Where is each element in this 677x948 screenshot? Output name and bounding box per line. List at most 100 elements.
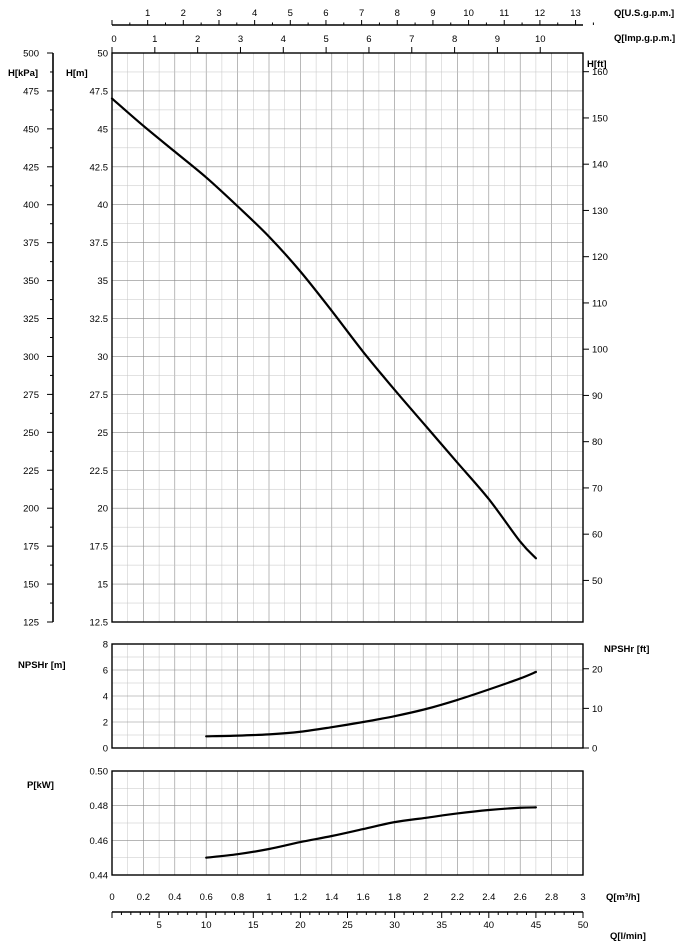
tick-label-npshr-m: 6: [103, 666, 108, 677]
tick-label-h-kpa: 400: [23, 200, 39, 211]
tick-label-usgpm: 12: [535, 8, 546, 19]
power-curve: [205, 806, 537, 859]
tick-label-npshr-ft: 10: [592, 704, 603, 715]
tick-label-h-ft: 60: [592, 530, 603, 541]
q-m3h-axis-label: Q[m³/h]: [606, 892, 640, 903]
tick-label-h-ft: 160: [592, 67, 608, 78]
tick-label-lmin: 35: [436, 920, 447, 931]
tick-label-impgpm: 0: [111, 34, 116, 45]
tick-label-usgpm: 2: [181, 8, 186, 19]
tick-label-impgpm: 2: [195, 34, 200, 45]
tick-label-usgpm: 5: [288, 8, 293, 19]
tick-label-m3h: 2.8: [545, 892, 558, 903]
tick-label-m3h: 0.8: [231, 892, 244, 903]
h-kpa-axis-label: H[kPa]: [8, 68, 38, 79]
h-m-axis-label: H[m]: [66, 68, 88, 79]
tick-label-h-kpa: 375: [23, 238, 39, 249]
tick-label-h-m: 32.5: [90, 314, 109, 325]
tick-label-impgpm: 8: [452, 34, 457, 45]
tick-label-h-ft: 50: [592, 576, 603, 587]
tick-label-h-kpa: 225: [23, 466, 39, 477]
tick-label-m3h: 0: [109, 892, 114, 903]
plot-frame: [111, 643, 584, 749]
tick-label-h-m: 12.5: [90, 618, 109, 629]
tick-label-usgpm: 7: [359, 8, 364, 19]
h-ft-axis-label: H[ft]: [587, 59, 607, 70]
q-impgpm-axis-label: Q[Imp.g.p.m.]: [614, 33, 675, 44]
tick-label-lmin: 30: [389, 920, 400, 931]
tick-label-lmin: 5: [156, 920, 161, 931]
npshr-m-axis-label: NPSHr [m]: [18, 660, 66, 671]
tick-label-h-kpa: 125: [23, 618, 39, 629]
tick-label-lmin: 15: [248, 920, 259, 931]
tick-label-h-m: 42.5: [90, 162, 109, 173]
tick-label-h-kpa: 300: [23, 352, 39, 363]
tick-label-h-kpa: 275: [23, 390, 39, 401]
tick-label-h-kpa: 475: [23, 86, 39, 97]
tick-label-impgpm: 10: [535, 34, 546, 45]
tick-label-h-m: 45: [97, 124, 108, 135]
tick-label-h-m: 17.5: [90, 542, 109, 553]
tick-label-h-m: 50: [97, 49, 108, 60]
tick-label-m3h: 1.6: [357, 892, 370, 903]
tick-label-npshr-ft: 20: [592, 664, 603, 675]
tick-label-h-kpa: 500: [23, 49, 39, 60]
tick-label-h-m: 22.5: [90, 466, 109, 477]
tick-label-h-m: 30: [97, 352, 108, 363]
q-lmin-axis-label: Q[l/min]: [610, 931, 646, 942]
tick-label-lmin: 10: [201, 920, 212, 931]
tick-label-usgpm: 6: [323, 8, 328, 19]
tick-label-h-kpa: 450: [23, 124, 39, 135]
tick-label-h-kpa: 150: [23, 580, 39, 591]
tick-label-m3h: 1.8: [388, 892, 401, 903]
tick-label-m3h: 0.6: [200, 892, 213, 903]
tick-label-m3h: 1.4: [325, 892, 338, 903]
tick-label-usgpm: 10: [463, 8, 474, 19]
npshr-curve: [205, 670, 537, 738]
tick-label-m3h: 2: [423, 892, 428, 903]
tick-label-lmin: 25: [342, 920, 353, 931]
tick-label-h-m: 37.5: [90, 238, 109, 249]
tick-label-m3h: 2.6: [514, 892, 527, 903]
tick-label-m3h: 0.2: [137, 892, 150, 903]
tick-label-p-kw: 0.48: [90, 801, 109, 812]
tick-label-impgpm: 7: [409, 34, 414, 45]
tick-label-lmin: 45: [531, 920, 542, 931]
tick-label-h-ft: 130: [592, 206, 608, 217]
tick-label-usgpm: 8: [395, 8, 400, 19]
tick-label-h-ft: 80: [592, 437, 603, 448]
tick-label-impgpm: 6: [366, 34, 371, 45]
tick-label-h-kpa: 350: [23, 276, 39, 287]
tick-label-m3h: 2.2: [451, 892, 464, 903]
tick-label-npshr-ft: 0: [592, 744, 597, 755]
tick-label-m3h: 3: [580, 892, 585, 903]
tick-label-lmin: 40: [484, 920, 495, 931]
plot-frame: [111, 52, 584, 623]
tick-label-h-kpa: 425: [23, 162, 39, 173]
tick-label-h-m: 27.5: [90, 390, 109, 401]
tick-label-usgpm: 13: [570, 8, 581, 19]
tick-label-h-kpa: 325: [23, 314, 39, 325]
tick-label-npshr-m: 4: [103, 692, 108, 703]
plot-frame: [111, 770, 584, 876]
tick-label-npshr-m: 0: [103, 744, 108, 755]
tick-label-m3h: 0.4: [168, 892, 181, 903]
tick-label-h-m: 15: [97, 580, 108, 591]
tick-label-usgpm: 11: [499, 8, 509, 19]
tick-label-h-ft: 140: [592, 160, 608, 171]
tick-label-lmin: 50: [578, 920, 589, 931]
tick-label-p-kw: 0.46: [90, 836, 109, 847]
p-kw-axis-label: P[kW]: [27, 780, 54, 791]
tick-label-impgpm: 5: [323, 34, 328, 45]
tick-label-impgpm: 1: [152, 34, 157, 45]
tick-label-h-m: 20: [97, 504, 108, 515]
tick-label-usgpm: 3: [216, 8, 221, 19]
tick-label-npshr-m: 2: [103, 718, 108, 729]
tick-label-h-kpa: 175: [23, 542, 39, 553]
tick-label-usgpm: 1: [145, 8, 150, 19]
tick-label-m3h: 2.4: [482, 892, 495, 903]
tick-label-h-m: 25: [97, 428, 108, 439]
tick-label-h-m: 35: [97, 276, 108, 287]
